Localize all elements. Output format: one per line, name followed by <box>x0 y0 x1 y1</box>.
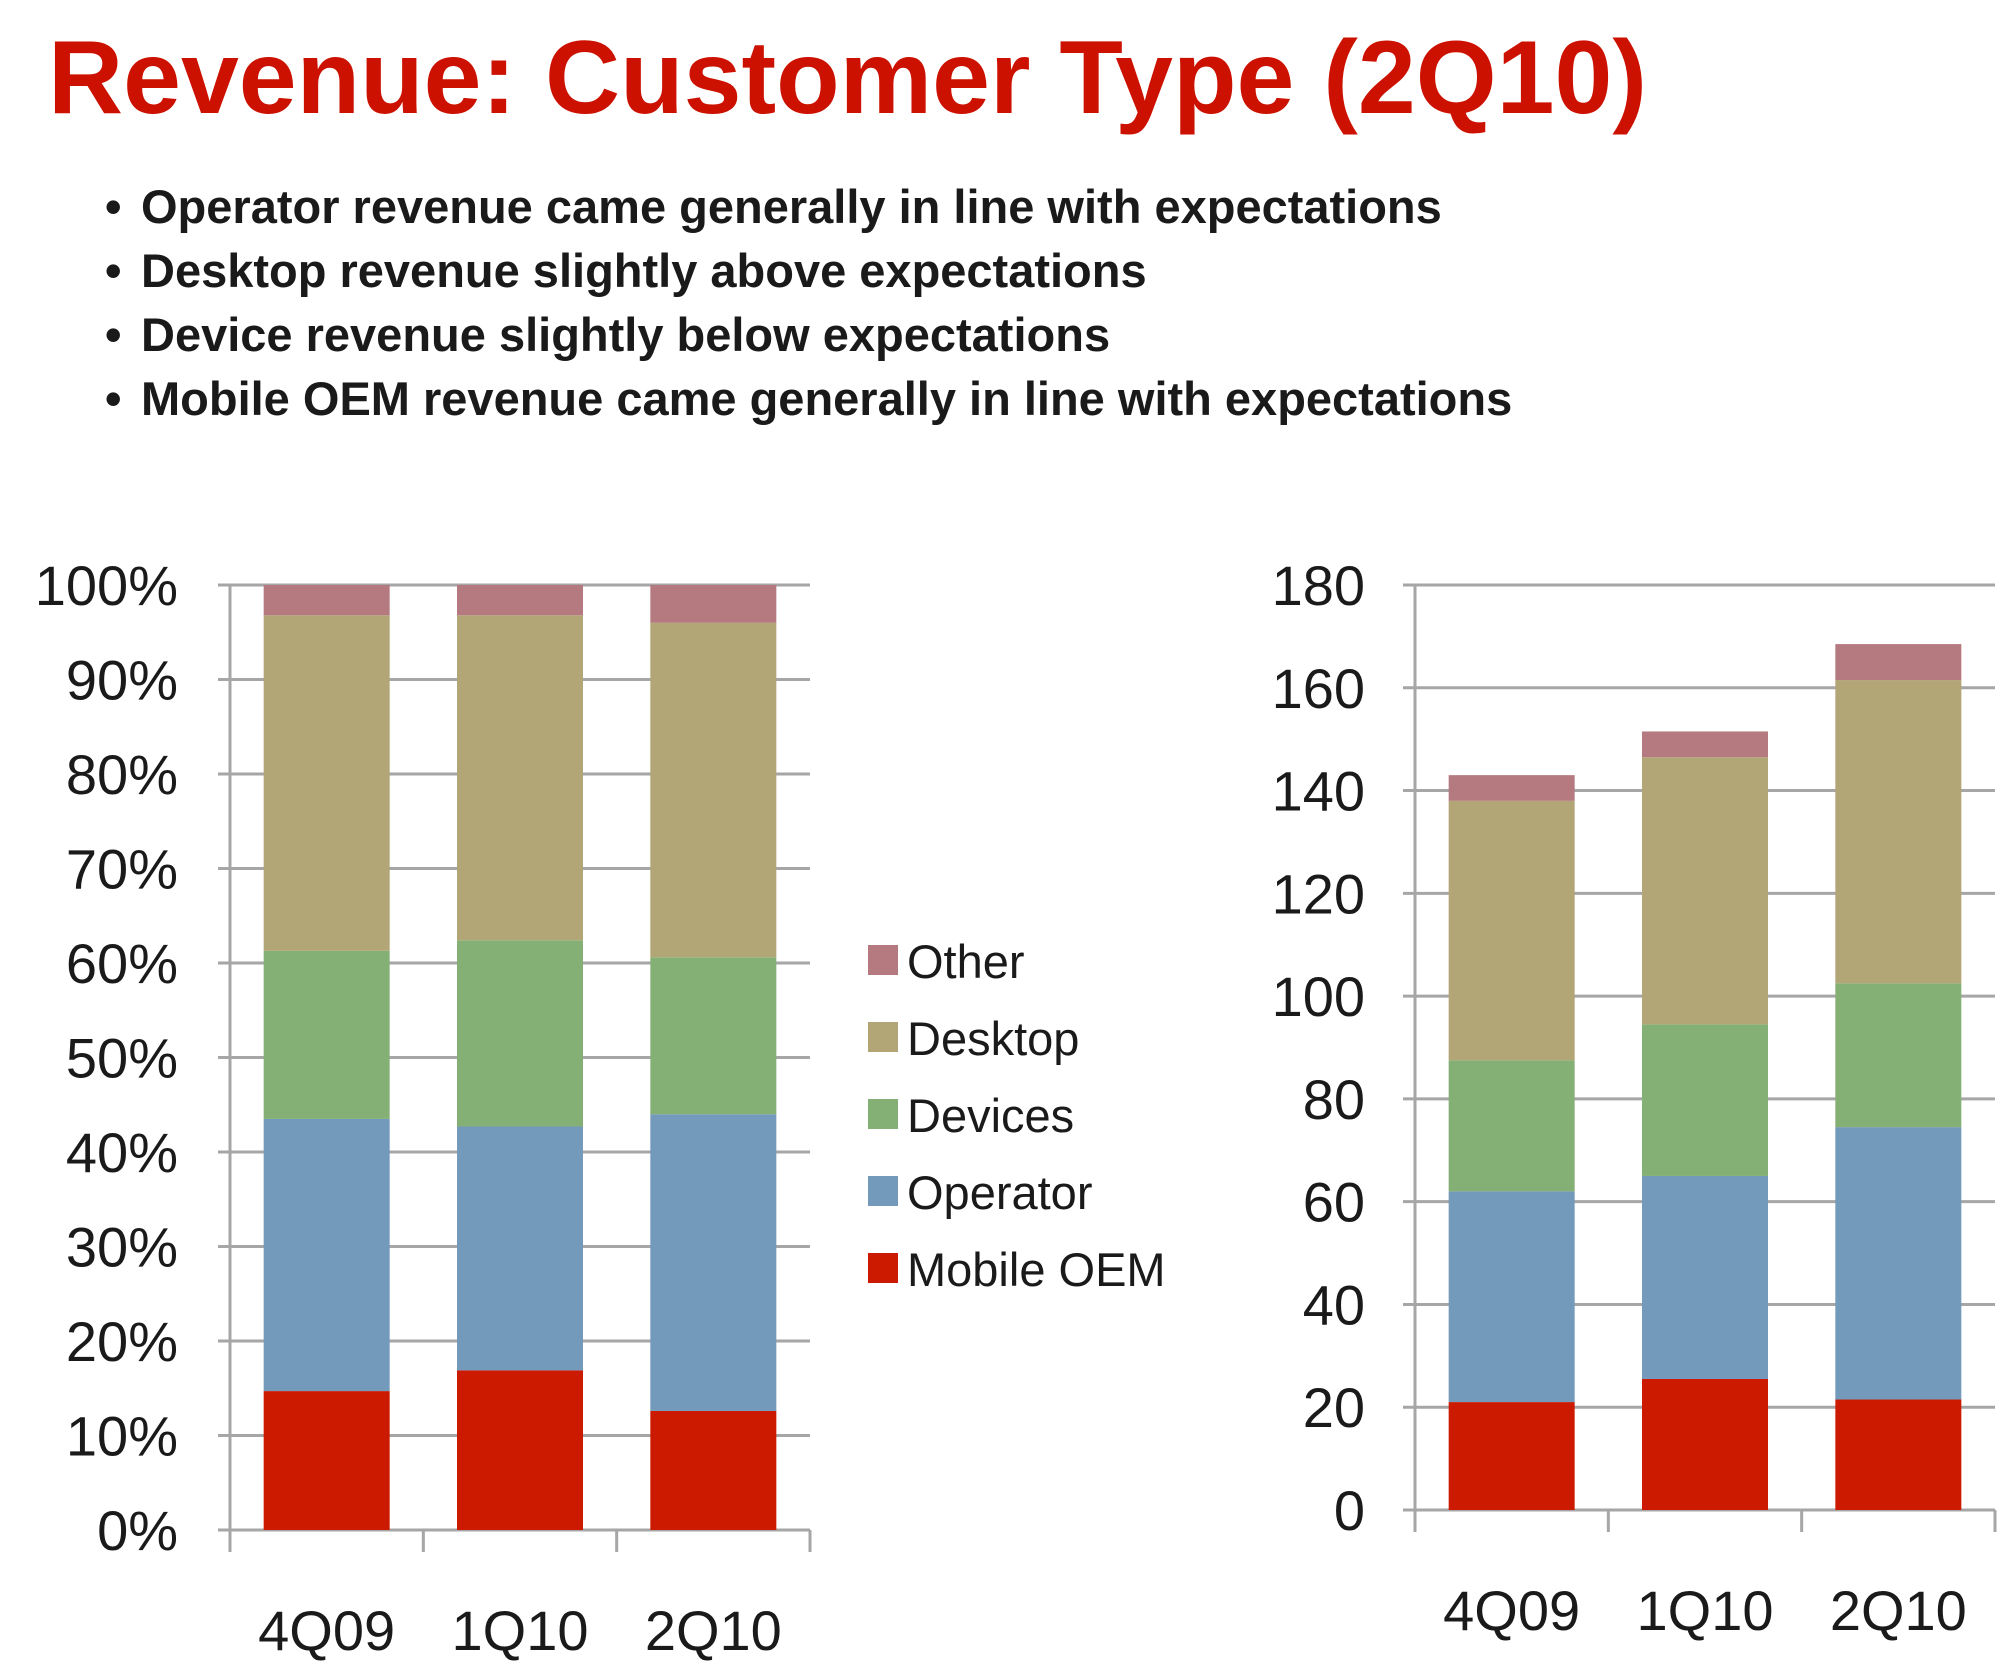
x-tick-label: 1Q10 <box>452 1599 589 1662</box>
bar-devices-2q10 <box>1835 983 1962 1128</box>
legend-swatch-other <box>868 945 898 975</box>
legend-swatch-mobile-oem <box>868 1253 898 1283</box>
x-tick-label: 4Q09 <box>258 1599 395 1662</box>
y-tick-label: 90% <box>66 649 178 712</box>
bar-devices-1q10 <box>1642 1024 1768 1176</box>
bullet-item: Desktop revenue slightly above expectati… <box>105 239 1512 303</box>
bullet-list: Operator revenue came generally in line … <box>105 175 1512 431</box>
y-tick-label: 60% <box>66 932 178 995</box>
legend: Other Desktop Devices Operator Mobile OEM <box>868 935 1166 1296</box>
bar-mobile-oem-1q10 <box>457 1370 583 1530</box>
bar-desktop-4q09 <box>1448 800 1575 1061</box>
bullet-item: Mobile OEM revenue came generally in lin… <box>105 367 1512 431</box>
y-tick-label: 100 <box>1272 965 1365 1028</box>
y-tick-label: 100% <box>35 554 178 617</box>
bar-devices-1q10 <box>457 940 583 1127</box>
y-tick-label: 30% <box>66 1216 178 1279</box>
legend-swatch-desktop <box>868 1022 898 1052</box>
y-tick-label: 50% <box>66 1027 178 1090</box>
bar-desktop-1q10 <box>457 615 583 941</box>
legend-label-devices: Devices <box>907 1089 1074 1142</box>
y-tick-label: 70% <box>66 838 178 901</box>
legend-label-other: Other <box>907 935 1025 988</box>
legend-label-mobile-oem: Mobile OEM <box>907 1243 1166 1296</box>
bar-operator-2q10 <box>650 1114 777 1411</box>
y-tick-label: 10% <box>66 1405 178 1468</box>
bar-desktop-2q10 <box>1835 680 1962 984</box>
y-tick-label: 60 <box>1303 1171 1365 1234</box>
bar-devices-4q09 <box>263 950 390 1119</box>
bullet-item: Device revenue slightly below expectatio… <box>105 303 1512 367</box>
y-tick-label: 80% <box>66 743 178 806</box>
bar-mobile-oem-2q10 <box>1835 1399 1962 1510</box>
bullet-item: Operator revenue came generally in line … <box>105 175 1512 239</box>
y-tick-label: 80 <box>1303 1068 1365 1131</box>
bar-other-1q10 <box>457 585 583 616</box>
x-tick-label: 2Q10 <box>645 1599 782 1662</box>
y-tick-label: 40 <box>1303 1273 1365 1336</box>
y-tick-label: 40% <box>66 1121 178 1184</box>
bar-other-4q09 <box>1448 775 1575 801</box>
absolute-stacked-bar-chart: 0 20 40 60 80 100 120 140 160 180 4Q09 1Q10 2Q10 <box>1272 554 1997 1642</box>
y-tick-label: 20 <box>1303 1376 1365 1439</box>
bar-other-2q10 <box>650 585 777 623</box>
bar-mobile-oem-4q09 <box>1448 1402 1575 1510</box>
bar-operator-4q09 <box>263 1118 390 1392</box>
bar-mobile-oem-2q10 <box>650 1410 777 1530</box>
bar-other-1q10 <box>1642 731 1768 758</box>
legend-label-operator: Operator <box>907 1166 1092 1219</box>
y-tick-label: 140 <box>1272 760 1365 823</box>
bar-operator-4q09 <box>1448 1191 1575 1403</box>
bar-operator-2q10 <box>1835 1127 1962 1400</box>
x-tick-label: 1Q10 <box>1637 1579 1774 1642</box>
y-tick-label: 180 <box>1272 554 1365 617</box>
bar-desktop-2q10 <box>650 622 777 958</box>
bar-devices-2q10 <box>650 957 777 1115</box>
y-tick-label: 120 <box>1272 862 1365 925</box>
x-tick-label: 2Q10 <box>1830 1579 1967 1642</box>
x-tick-label: 4Q09 <box>1443 1579 1580 1642</box>
bar-operator-1q10 <box>1642 1175 1768 1379</box>
legend-swatch-devices <box>868 1099 898 1129</box>
y-tick-label: 0 <box>1334 1479 1365 1542</box>
bar-mobile-oem-4q09 <box>263 1391 390 1530</box>
bar-other-2q10 <box>1835 644 1962 681</box>
y-tick-label: 20% <box>66 1310 178 1373</box>
bar-other-4q09 <box>263 585 390 616</box>
bar-mobile-oem-1q10 <box>1642 1378 1768 1510</box>
bar-desktop-4q09 <box>263 615 390 951</box>
percent-stacked-bar-chart: 0% 10% 20% 30% 40% 50% 60% 70% 80% 90% 100% 4Q09 1Q1… <box>35 554 812 1662</box>
bar-devices-4q09 <box>1448 1060 1575 1192</box>
bar-operator-1q10 <box>457 1126 583 1371</box>
legend-label-desktop: Desktop <box>907 1012 1079 1065</box>
y-tick-label: 0% <box>97 1499 178 1562</box>
legend-swatch-operator <box>868 1176 898 1206</box>
y-tick-label: 160 <box>1272 657 1365 720</box>
bar-desktop-1q10 <box>1642 757 1768 1025</box>
slide-title: Revenue: Customer Type (2Q10) <box>48 20 1647 136</box>
